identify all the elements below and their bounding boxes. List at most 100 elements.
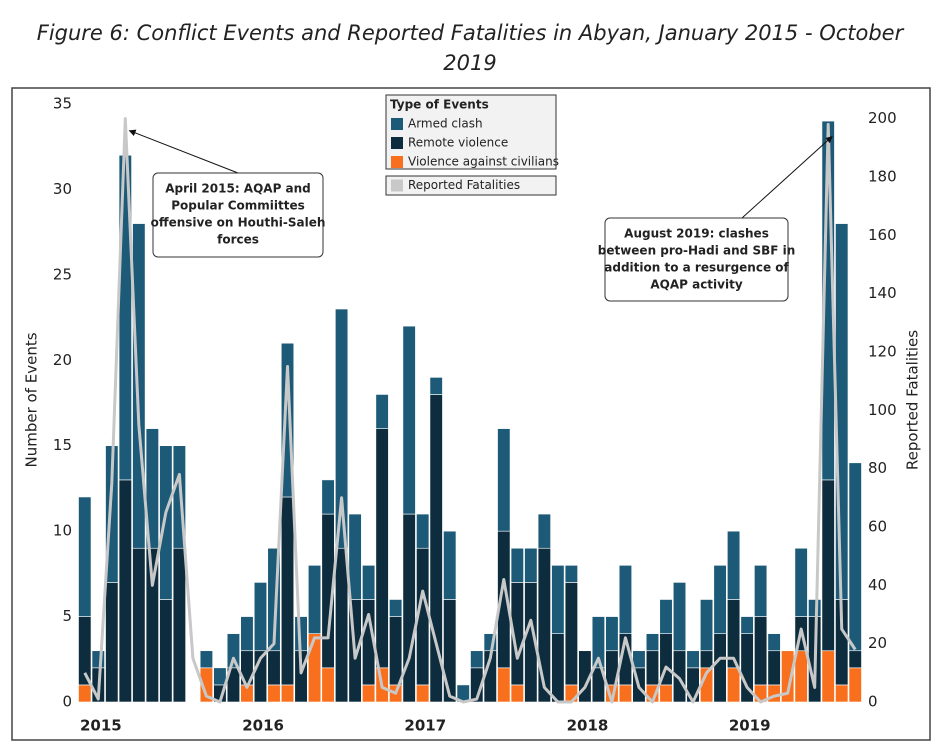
bar-segment: [821, 479, 835, 652]
annotation-arrow: [128, 129, 239, 174]
bar-segment: [524, 547, 538, 583]
annotation-text: between pro-Hadi and SBF in: [598, 244, 796, 258]
bar-segment: [821, 650, 835, 703]
bar-segment: [362, 565, 376, 600]
x-tick-label: 2019: [729, 717, 771, 735]
y-tick-label: 35: [53, 95, 72, 113]
y2-tick-label: 160: [868, 226, 897, 244]
bar-segment: [280, 496, 295, 686]
annotation-arrow: [741, 135, 833, 219]
annotation-text: forces: [217, 233, 259, 247]
annotation-text: addition to a resurgence of: [604, 261, 789, 275]
bar-segment: [848, 650, 862, 669]
legend-label: Armed clash: [408, 117, 483, 131]
bar-segment: [727, 530, 741, 600]
bar-segment: [267, 650, 281, 686]
bar-segment: [672, 582, 687, 652]
bar-segment: [307, 565, 322, 634]
legend-swatch: [391, 137, 403, 149]
bar-segment: [335, 308, 349, 549]
annotation-box: [604, 217, 789, 302]
x-tick-label: 2015: [80, 717, 122, 735]
annotation-text: April 2015: AQAP and: [165, 182, 311, 196]
bar-segment: [321, 667, 335, 703]
bar-segment: [767, 633, 781, 652]
bar-segment: [794, 547, 808, 617]
bar-segment: [307, 633, 322, 703]
bar-segment: [564, 582, 578, 686]
legend-box: [385, 175, 557, 196]
bar-segment: [618, 684, 633, 703]
y2-tick-label: 100: [868, 401, 897, 419]
legend-title: Type of Events: [390, 98, 489, 112]
bar-segment: [132, 223, 146, 549]
bar-segment: [605, 616, 619, 652]
bar-segment: [253, 582, 268, 652]
fatalities-line: [83, 117, 857, 704]
bar-segment: [835, 684, 849, 703]
bar-segment: [591, 616, 605, 669]
y2-tick-label: 40: [868, 576, 887, 594]
bar-segment: [118, 479, 132, 703]
bar-segment: [443, 599, 457, 703]
bar-segment: [132, 547, 146, 703]
bar-segment: [618, 565, 633, 634]
bar-segment: [389, 599, 403, 617]
legend: Type of Events Violence against civilian…: [385, 94, 559, 196]
bar-segment: [172, 547, 186, 703]
legend-label: Reported Fatalities: [408, 178, 520, 192]
bar-segment: [159, 445, 173, 600]
x-tick-label: 2017: [404, 717, 446, 735]
annotation-text: Popular Commiittes: [171, 199, 305, 213]
legend-box: [385, 94, 557, 170]
bar-segment: [564, 565, 578, 583]
annotation-box: [152, 172, 324, 258]
bar-segment: [727, 667, 741, 703]
bar-segment: [375, 394, 389, 429]
chart-title: Figure 6: Conflict Events and Reported F…: [37, 21, 905, 75]
bar-segment: [429, 377, 443, 395]
bar-segment: [78, 496, 92, 617]
bar-segment: [321, 479, 335, 515]
y2-tick-label: 200: [868, 109, 897, 127]
bar-segment: [416, 684, 430, 703]
bar-segment: [686, 650, 700, 669]
bar-segment: [767, 650, 781, 686]
bar-segment: [443, 530, 457, 600]
bar-segment: [199, 650, 213, 669]
bar-segment: [240, 616, 254, 652]
x-tick-label: 2016: [242, 717, 284, 735]
bar-segment: [713, 633, 727, 703]
bar-segment: [781, 650, 795, 703]
bar-segment: [402, 325, 416, 515]
bar-segment: [213, 667, 227, 686]
bar-segment: [416, 513, 430, 549]
annotation-text: offensive on Houthi-Saleh: [151, 216, 326, 230]
bar-segment: [78, 684, 92, 703]
bar-segment: [740, 616, 754, 634]
legend-label: Violence against civilians: [408, 155, 559, 169]
x-tick-label: 2018: [567, 717, 609, 735]
bar-segment: [105, 582, 119, 703]
bar-segment: [375, 428, 389, 669]
bar-segment: [510, 547, 524, 583]
y2-tick-label: 20: [868, 634, 887, 652]
bar-segment: [402, 513, 416, 703]
legend-swatch: [391, 118, 403, 130]
bar-segment: [267, 684, 281, 703]
frame: [11, 87, 931, 741]
bar-segment: [91, 650, 105, 669]
bar-segment: [632, 650, 646, 669]
bar-segment: [794, 650, 808, 703]
bar-segment: [280, 684, 295, 703]
y-tick-label: 10: [53, 522, 72, 540]
bar-segment: [754, 616, 768, 686]
y2-tick-label: 0: [868, 693, 878, 711]
bar-segment: [848, 462, 862, 652]
legend-label: Remote violence: [408, 136, 508, 150]
y2-tick-label: 180: [868, 167, 897, 185]
y2-tick-label: 140: [868, 284, 897, 302]
y2-axis-title: Reported Fatalities: [904, 330, 922, 470]
bar-segment: [389, 616, 403, 686]
